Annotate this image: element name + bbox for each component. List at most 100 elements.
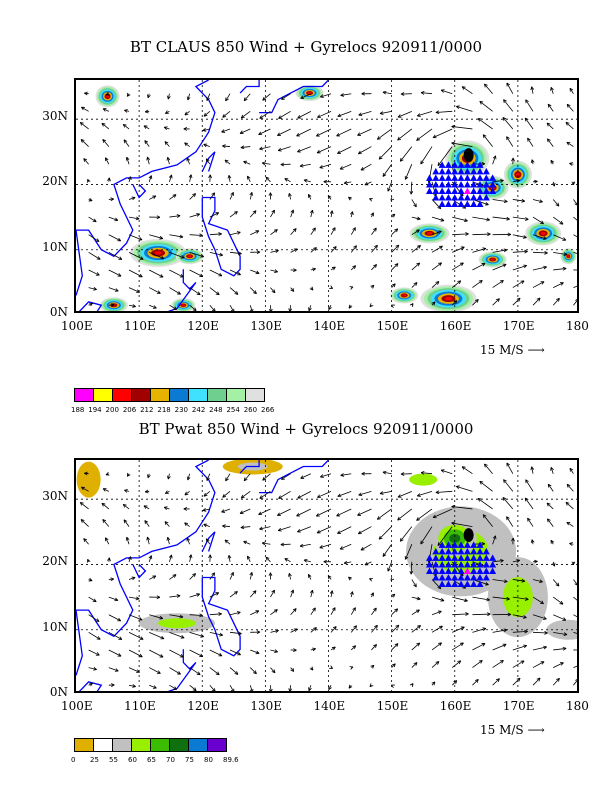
gyreloc-triangle: [451, 180, 459, 188]
wind-arrowhead: [297, 115, 302, 119]
wind-arrowhead: [455, 105, 460, 110]
wind-arrow: [431, 642, 442, 651]
wind-arrowhead: [523, 644, 528, 649]
wind-arrowhead: [357, 132, 361, 136]
wind-arrow: [452, 642, 464, 651]
wind-arrow: [164, 521, 170, 527]
wind-arrowhead: [353, 625, 357, 630]
wind-arrowhead: [563, 252, 568, 257]
colorbar-swatch: [74, 388, 94, 402]
wind-arrow: [308, 305, 312, 311]
wind-arrowhead: [506, 516, 510, 521]
wind-arrow: [382, 91, 392, 95]
wind-arrow: [262, 162, 271, 165]
wind-arrowhead: [459, 262, 464, 267]
wind-arrowhead: [288, 573, 292, 577]
wind-arrowhead: [328, 306, 332, 310]
wind-arrowhead: [168, 554, 173, 559]
wind-arrowhead: [540, 661, 545, 665]
wind-arrow: [167, 157, 170, 165]
wind-arrow: [397, 508, 413, 521]
wind-arrow: [270, 649, 278, 653]
wind-arrowhead: [297, 149, 301, 153]
wind-arrow: [316, 128, 332, 137]
wind-arrow: [330, 210, 333, 218]
wind-arrow: [88, 631, 101, 640]
wind-arrow: [108, 216, 119, 221]
wind-arrow: [451, 506, 473, 510]
wind-arrowhead: [288, 193, 292, 197]
colorbar-label: 254: [226, 406, 240, 414]
wind-arrowhead: [117, 237, 122, 242]
wind-arrow: [308, 194, 312, 200]
wind-arrow: [88, 287, 97, 290]
wind-arrow: [472, 596, 490, 601]
wind-arrowhead: [138, 236, 143, 241]
wind-arrowhead: [290, 589, 295, 594]
wind-arrowhead: [146, 156, 150, 161]
wind-arrowhead: [148, 175, 153, 180]
cloud-top-cluster: [187, 255, 192, 258]
wind-arrowhead: [308, 307, 312, 311]
wind-arrow: [258, 128, 271, 135]
wind-arrow: [278, 526, 291, 531]
wind-arrowhead: [280, 542, 285, 547]
wind-arrowhead: [225, 97, 229, 102]
wind-arrow: [128, 216, 140, 220]
coastline-segment: [201, 151, 216, 172]
wind-arrowhead: [312, 227, 316, 232]
wind-arrowhead: [205, 538, 210, 543]
wind-arrowhead: [465, 232, 469, 236]
wind-arrowhead: [105, 91, 110, 96]
wind-arrowhead: [477, 498, 482, 502]
wind-arrowhead: [327, 575, 332, 580]
wind-arrow: [472, 216, 490, 221]
wind-arrowhead: [180, 255, 185, 259]
wind-arrow: [573, 216, 577, 221]
wind-arrowhead: [278, 115, 283, 119]
gyreloc-triangle: [489, 567, 497, 574]
wind-arrowhead: [409, 303, 414, 307]
wind-arrowhead: [227, 554, 232, 559]
wind-arrowhead: [143, 505, 148, 509]
wind-arrowhead: [404, 175, 409, 180]
wind-arrowhead: [474, 679, 479, 683]
wind-arrowhead: [551, 562, 556, 567]
wind-arrowhead: [159, 615, 164, 620]
wind-arrowhead: [258, 511, 263, 516]
wind-arrowhead: [275, 249, 279, 253]
wind-arrowhead: [373, 644, 377, 648]
coastlines: [76, 80, 329, 311]
gyreloc-triangle: [470, 200, 478, 208]
wind-arrow: [209, 304, 216, 311]
wind-arrowhead: [164, 110, 169, 114]
wind-arrowhead: [308, 687, 312, 691]
wind-arrow: [524, 117, 534, 130]
wind-arrowhead: [438, 262, 442, 267]
wind-arrowhead: [566, 103, 571, 108]
gyreloc-triangle: [476, 194, 484, 201]
wind-arrow: [377, 128, 392, 140]
wind-arrow: [431, 281, 440, 288]
wind-arrowhead: [196, 291, 201, 296]
gyreloc-triangle: [470, 194, 478, 201]
wind-arrow: [431, 579, 442, 590]
gyreloc-triangle: [476, 174, 484, 181]
wind-arrow: [440, 469, 453, 475]
top-map-panel: [74, 78, 579, 313]
wind-arrow: [239, 128, 251, 134]
wind-arrowhead: [240, 114, 245, 119]
colorbar-swatch: [150, 388, 170, 402]
wind-arrow: [265, 556, 271, 563]
wind-arrowhead: [343, 560, 348, 565]
wind-arrowhead: [413, 662, 418, 666]
wind-arrow: [167, 537, 170, 545]
gyreloc-triangle: [451, 167, 459, 175]
wind-arrow: [492, 629, 508, 633]
gyreloc-triangle: [457, 574, 465, 581]
wind-arrow: [573, 579, 577, 585]
wind-arrow: [128, 556, 132, 562]
wind-arrow: [411, 216, 421, 220]
wind-arrowhead: [506, 596, 510, 601]
wind-arrow: [360, 543, 372, 551]
